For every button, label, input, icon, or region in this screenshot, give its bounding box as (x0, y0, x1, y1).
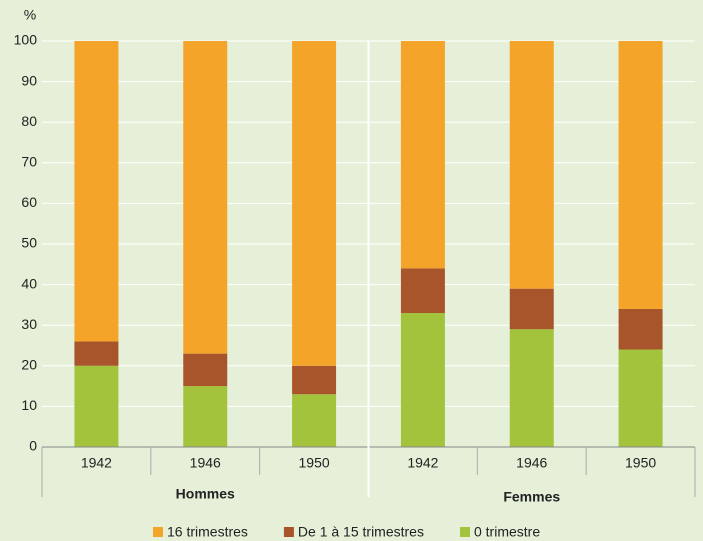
x-tick-label: 1950 (625, 455, 656, 471)
bar-segment (292, 394, 337, 447)
bar-segment (183, 386, 228, 447)
y-axis-label: % (24, 7, 36, 23)
bar-segment (618, 349, 663, 447)
legend-swatch (153, 527, 163, 537)
group-label: Hommes (176, 486, 235, 502)
y-tick-label: 80 (21, 113, 37, 129)
x-tick-label: 1946 (516, 455, 547, 471)
bar-segment (74, 41, 119, 342)
bar-segment (74, 365, 119, 447)
y-tick-label: 20 (21, 357, 37, 373)
x-tick-label: 1942 (407, 455, 438, 471)
bar-segment (400, 41, 445, 269)
legend-swatch (283, 527, 294, 537)
bar-segment (618, 308, 663, 350)
bar-segment (509, 41, 554, 289)
y-tick-label: 40 (21, 275, 37, 291)
y-tick-label: 90 (21, 72, 37, 88)
bar-segment (618, 41, 663, 309)
y-tick-label: 70 (21, 154, 37, 170)
y-tick-label: 10 (21, 397, 37, 413)
legend-label: 0 trimestre (474, 524, 540, 540)
x-tick-label: 1942 (81, 455, 112, 471)
legend-label: 16 trimestres (167, 524, 248, 540)
y-tick-label: 30 (21, 316, 37, 332)
x-tick-label: 1946 (190, 455, 221, 471)
bar-segment (400, 268, 445, 314)
y-tick-label: 50 (21, 235, 37, 251)
bar-segment (183, 41, 228, 354)
bar-segment (509, 288, 554, 330)
bar-segment (183, 353, 228, 387)
bar-segment (292, 41, 337, 366)
legend-label: De 1 à 15 trimestres (298, 524, 424, 540)
y-tick-label: 0 (29, 438, 37, 454)
legend-swatch (459, 527, 470, 537)
y-tick-label: 100 (14, 32, 38, 48)
x-tick-label: 1950 (299, 455, 330, 471)
bar-segment (509, 329, 554, 447)
bar-segment (292, 365, 337, 395)
group-label: Femmes (503, 489, 560, 505)
y-tick-label: 60 (21, 194, 37, 210)
bar-segment (74, 341, 119, 366)
bar-segment (400, 313, 445, 447)
